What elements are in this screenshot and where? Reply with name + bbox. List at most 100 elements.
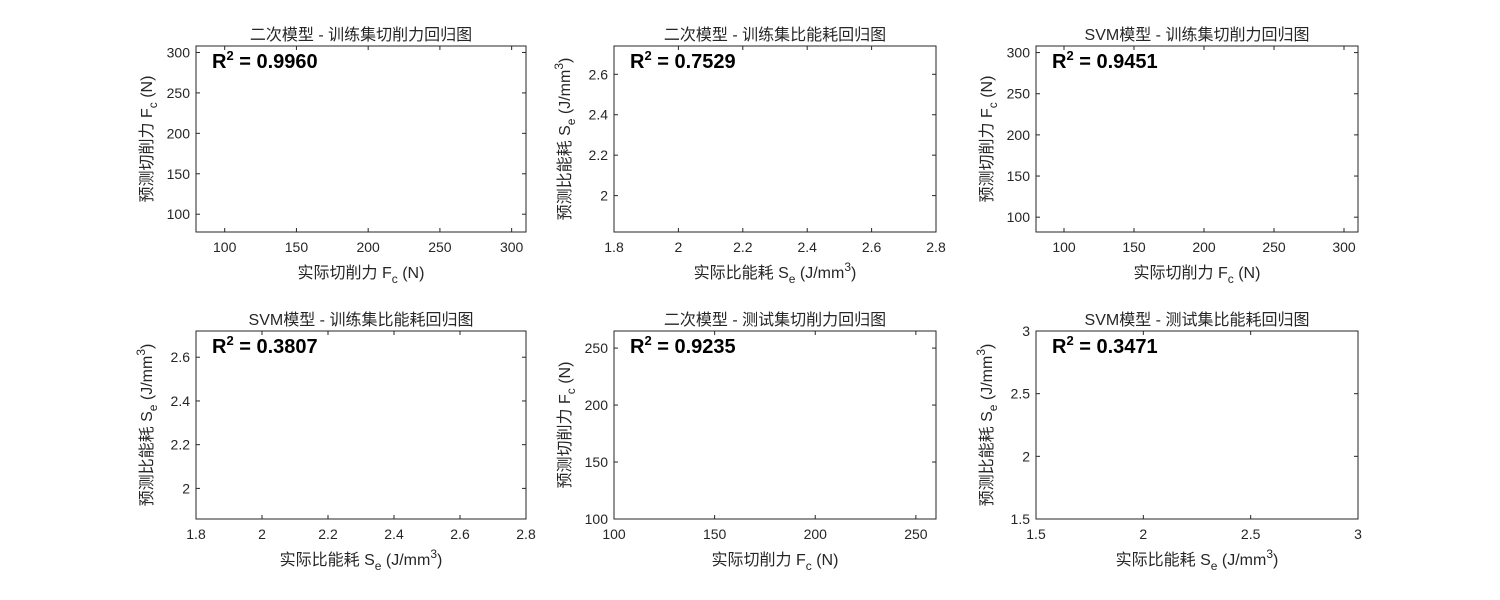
y-axis-label: 预测比能耗 Se (J/mm3) xyxy=(974,344,1000,507)
x-tick-label: 250 xyxy=(1262,239,1286,255)
x-tick-label: 1.8 xyxy=(186,526,206,542)
r-squared-label: R2 = 0.9451 xyxy=(1052,48,1158,73)
y-tick-label: 1.5 xyxy=(1011,511,1031,527)
y-axis-label-close: ) xyxy=(557,58,574,63)
x-tick-label: 300 xyxy=(500,239,524,255)
y-axis-label-main: 预测比能耗 S xyxy=(556,125,574,220)
subplot-5: 100 150 200 250 100 150 200 250 二次模型 - 测试集切削力回归图… xyxy=(556,311,937,573)
x-tick-label: 2.2 xyxy=(733,239,753,255)
y-tick-label: 3 xyxy=(1022,323,1030,339)
x-axis-label-unit: (N) xyxy=(1234,265,1261,282)
x-axis-label: 实际切削力 Fc (N) xyxy=(1134,264,1261,286)
x-axis-label: 实际比能耗 Se (J/mm3) xyxy=(694,260,857,286)
x-tick-label: 2.5 xyxy=(1241,526,1261,542)
x-tick-label: 150 xyxy=(1122,239,1146,255)
y-tick-label: 2.2 xyxy=(171,437,191,453)
y-axis-label-subscript: c xyxy=(986,102,1000,108)
y-axis-label-main: 预测切削力 F xyxy=(978,108,996,202)
x-axis-label-unit: (J/mm xyxy=(795,265,844,282)
r-squared-value: = 0.9451 xyxy=(1074,51,1158,73)
r-squared-symbol: R xyxy=(1052,336,1067,358)
y-axis-label-subscript: e xyxy=(564,118,578,125)
y-axis-label-main: 预测比能耗 S xyxy=(138,411,156,506)
y-tick-label: 150 xyxy=(585,454,609,470)
x-axis-label-subscript: c xyxy=(392,272,398,286)
y-axis-label: 预测比能耗 Se (J/mm3) xyxy=(134,344,160,507)
x-tick-label: 1.8 xyxy=(604,239,624,255)
chart-title: 二次模型 - 测试集切削力回归图 xyxy=(664,311,886,329)
r-squared-exponent: 2 xyxy=(1066,48,1073,63)
x-tick-label: 3 xyxy=(1354,526,1362,542)
y-tick-label: 150 xyxy=(167,166,191,182)
x-tick-label: 2.6 xyxy=(450,526,470,542)
x-tick-label: 150 xyxy=(285,239,309,255)
r-squared-label: R2 = 0.7529 xyxy=(630,48,736,73)
x-axis-label-main: 实际切削力 F xyxy=(298,264,392,282)
y-axis-label-subscript: c xyxy=(564,388,578,394)
y-tick-label: 250 xyxy=(167,85,191,101)
x-axis-label-superscript: 3 xyxy=(430,547,437,561)
y-tick-label: 2 xyxy=(1022,448,1030,464)
x-axis-label-subscript: e xyxy=(1211,559,1218,573)
r-squared-label: R2 = 0.3471 xyxy=(1052,333,1158,358)
y-axis-label-unit: (N) xyxy=(139,76,156,103)
r-squared-label: R2 = 0.3807 xyxy=(212,333,318,358)
x-tick-label: 2.8 xyxy=(926,239,946,255)
x-tick-label: 150 xyxy=(703,526,727,542)
r-squared-exponent: 2 xyxy=(226,48,233,63)
y-tick-label: 100 xyxy=(585,511,609,527)
x-axis-label-main: 实际比能耗 S xyxy=(280,551,375,569)
x-axis-label-main: 实际比能耗 S xyxy=(1116,551,1211,569)
axes-box xyxy=(1035,45,1359,233)
subplot-1: 100 150 200 250 300 100 150 200 250 300 二次模型 - 训练集… xyxy=(138,26,527,286)
y-axis-label: 预测切削力 Fc (N) xyxy=(978,76,1000,203)
y-axis-label-superscript: 3 xyxy=(552,63,566,70)
x-tick-label: 2.8 xyxy=(516,526,536,542)
x-tick-label: 100 xyxy=(213,239,237,255)
y-tick-label: 2.2 xyxy=(589,147,609,163)
axes-box xyxy=(1035,330,1359,520)
y-axis-label-superscript: 3 xyxy=(974,349,988,356)
y-axis-label-unit: (J/mm xyxy=(557,70,574,119)
r-squared-symbol: R xyxy=(630,336,645,358)
r-squared-value: = 0.7529 xyxy=(652,51,736,73)
r-squared-exponent: 2 xyxy=(1066,333,1073,348)
x-axis-label-superscript: 3 xyxy=(1266,547,1273,561)
x-tick-label: 1.5 xyxy=(1026,526,1046,542)
y-axis-label-unit: (J/mm xyxy=(979,356,996,405)
y-axis-label-unit: (N) xyxy=(557,362,574,389)
x-axis-label-subscript: e xyxy=(375,559,382,573)
x-tick-label: 2 xyxy=(675,239,683,255)
x-axis-label-close: ) xyxy=(851,265,856,282)
y-axis-label-main: 预测切削力 F xyxy=(138,108,156,202)
y-tick-label: 2.4 xyxy=(171,393,191,409)
x-axis-label-unit: (N) xyxy=(398,265,425,282)
x-axis-label-unit: (J/mm xyxy=(1217,552,1266,569)
x-tick-label: 2 xyxy=(1139,526,1147,542)
x-axis-label-superscript: 3 xyxy=(844,260,851,274)
y-tick-label: 100 xyxy=(167,206,191,222)
x-axis-label: 实际比能耗 Se (J/mm3) xyxy=(280,547,443,573)
chart-title: SVM模型 - 训练集比能耗回归图 xyxy=(249,311,474,329)
r-squared-exponent: 2 xyxy=(226,333,233,348)
y-axis-label: 预测切削力 Fc (N) xyxy=(556,362,578,489)
y-axis-label: 预测切削力 Fc (N) xyxy=(138,76,160,203)
chart-title: 二次模型 - 训练集比能耗回归图 xyxy=(664,26,886,44)
x-axis-label-unit: (N) xyxy=(812,552,839,569)
y-tick-label: 150 xyxy=(1007,168,1031,184)
y-axis-label-main: 预测比能耗 S xyxy=(978,411,996,506)
r-squared-value: = 0.9960 xyxy=(234,51,318,73)
x-axis-label: 实际切削力 Fc (N) xyxy=(298,264,425,286)
y-tick-label: 2.6 xyxy=(171,349,191,365)
x-tick-label: 250 xyxy=(428,239,452,255)
x-axis-label-subscript: c xyxy=(806,559,812,573)
x-tick-label: 300 xyxy=(1332,239,1356,255)
r-squared-value: = 0.9235 xyxy=(652,336,736,358)
y-axis-label-superscript: 3 xyxy=(134,349,148,356)
y-tick-label: 250 xyxy=(585,340,609,356)
axes-box xyxy=(195,330,527,520)
x-tick-label: 200 xyxy=(804,526,828,542)
r-squared-label: R2 = 0.9960 xyxy=(212,48,318,73)
y-axis-label-close: ) xyxy=(979,344,996,349)
